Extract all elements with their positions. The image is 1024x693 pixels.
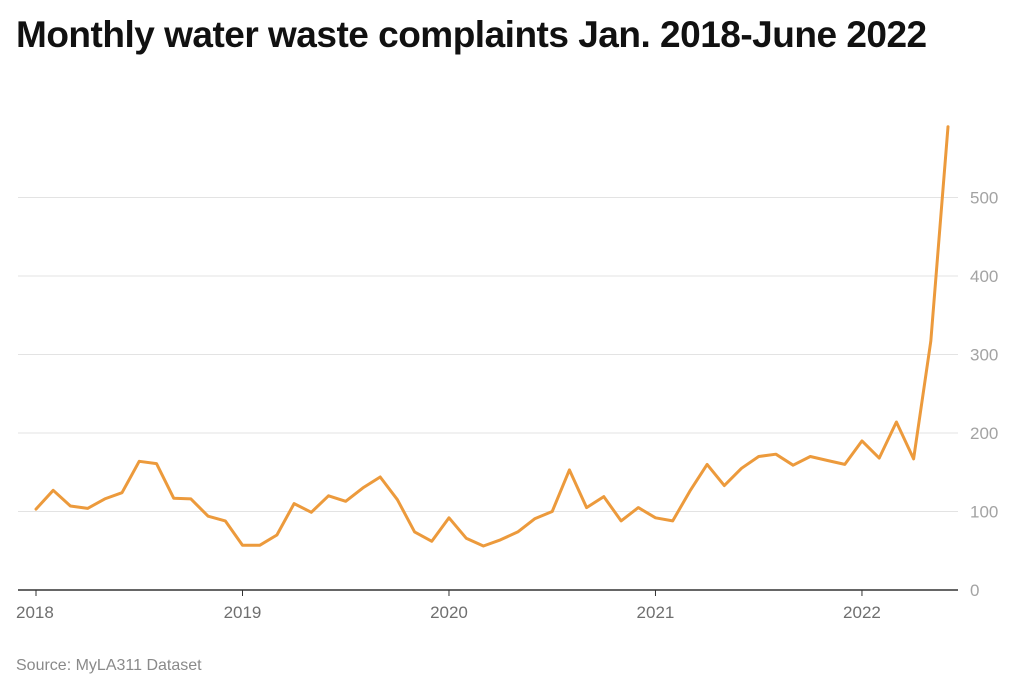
x-tick-label: 2019 [224,603,262,622]
y-tick-label: 0 [970,581,979,600]
y-tick-label: 400 [970,267,998,286]
series-line [34,125,950,548]
gridlines [18,197,958,512]
x-tick-label: 2022 [843,603,881,622]
y-tick-label: 300 [970,346,998,365]
x-tick-label: 2018 [16,603,54,622]
y-tick-label: 200 [970,424,998,443]
y-tick-label: 500 [970,189,998,208]
x-tick-label: 2021 [637,603,675,622]
x-tick-label: 2020 [430,603,468,622]
source-note: Source: MyLA311 Dataset [16,657,202,674]
y-axis-ticks: 0 100 200 300 400 500 [970,189,998,601]
chart-title: Monthly water waste complaints Jan. 2018… [16,14,927,55]
series-group [34,125,950,548]
x-axis-ticks: 2018 2019 2020 2021 2022 [16,590,881,622]
y-tick-label: 100 [970,503,998,522]
